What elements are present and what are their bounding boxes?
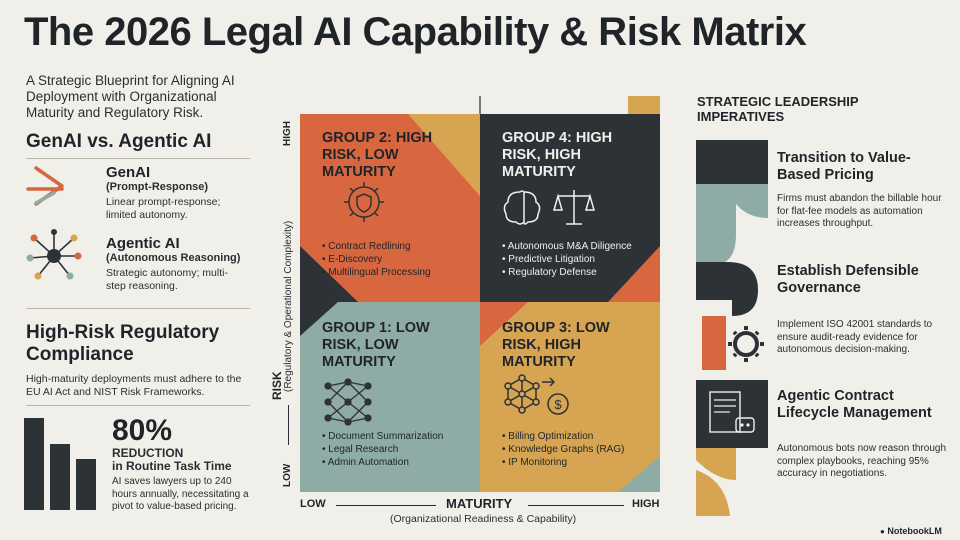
x-axis-line-left: [336, 505, 436, 506]
genai-vs-agentic-title: GenAI vs. Agentic AI: [26, 131, 212, 152]
notebooklm-icon: ●: [880, 527, 885, 536]
graph-dollar-icon: $: [504, 374, 569, 415]
brain-scales-icon: [503, 190, 595, 225]
stat-label: REDUCTION: [112, 446, 184, 460]
stat-description: AI saves lawyers up to 240 hours annuall…: [112, 476, 249, 512]
x-axis-line-right: [528, 505, 624, 506]
y-axis-subtitle: (Regulatory & Operational Complexity): [283, 220, 294, 392]
y-axis-low-label: LOW: [282, 463, 293, 487]
imperative-2-title: Establish Defensible Governance: [777, 263, 919, 296]
stat-bar: [50, 444, 70, 510]
list-item: Legal Research: [322, 443, 472, 456]
x-axis-title: MATURITY: [446, 496, 513, 511]
y-axis-line: [288, 405, 289, 445]
stat-sublabel: in Routine Task Time: [112, 459, 232, 473]
quadrant-g1-title: GROUP 1: LOW RISK, LOW MATURITY: [322, 320, 430, 370]
x-axis-subtitle: (Organizational Readiness & Capability): [390, 513, 577, 525]
agentic-title: Agentic AI: [106, 235, 180, 252]
list-item: IP Monitoring: [502, 456, 652, 469]
neural-network-icon: [324, 378, 372, 426]
stat-bar: [24, 418, 44, 510]
stat-value: 80%: [112, 414, 173, 447]
quadrant-g1-accent: [300, 302, 338, 336]
list-item: Predictive Litigation: [502, 253, 652, 266]
quadrant-g2-title: GROUP 2: HIGH RISK, LOW MATURITY: [322, 130, 433, 180]
list-item: Document Summarization: [322, 430, 472, 443]
shield-circuit-icon: [344, 182, 384, 222]
page-title: The 2026 Legal AI Capability & Risk Matr…: [24, 10, 807, 54]
imperative-3-desc: Autonomous bots now reason through compl…: [777, 443, 946, 479]
compliance-title: High-Risk Regulatory Compliance: [26, 322, 220, 365]
list-item: Regulatory Defense: [502, 266, 652, 279]
page-subtitle: A Strategic Blueprint for Aligning AI De…: [26, 73, 235, 120]
divider: [26, 405, 250, 406]
imperatives-decor: [696, 140, 768, 516]
x-axis-high-label: HIGH: [632, 498, 660, 510]
leadership-title: STRATEGIC LEADERSHIP IMPERATIVES: [697, 94, 859, 124]
list-item: Multilingual Processing: [322, 266, 472, 279]
list-item: Knowledge Graphs (RAG): [502, 443, 652, 456]
stat-bar: [76, 459, 96, 510]
divider: [26, 308, 250, 309]
y-axis-title: RISK: [270, 371, 284, 400]
agentic-description: Strategic autonomy; multi-step reasoning…: [106, 267, 228, 292]
imperative-3-title: Agentic Contract Lifecycle Management: [777, 388, 932, 421]
quadrant-g3-title: GROUP 3: LOW RISK, HIGH MATURITY: [502, 320, 610, 370]
list-item: Contract Redlining: [322, 240, 472, 253]
agent-network-icon: [26, 229, 82, 280]
genai-subtitle: (Prompt-Response): [106, 181, 209, 193]
imperative-1-desc: Firms must abandon the billable hour for…: [777, 193, 942, 229]
arrow-chevron-icon: [26, 166, 64, 206]
x-axis-low-label: LOW: [300, 498, 326, 510]
imperative-1-title: Transition to Value-Based Pricing: [777, 150, 911, 183]
quadrant-g3-list: Billing Optimization Knowledge Graphs (R…: [502, 430, 652, 469]
genai-description: Linear prompt-response; limited autonomy…: [106, 196, 221, 221]
genai-title: GenAI: [106, 164, 151, 181]
list-item: Autonomous M&A Diligence: [502, 240, 652, 253]
quadrant-g2-accent: [408, 114, 480, 196]
divider: [26, 158, 250, 159]
quadrant-g4-title: GROUP 4: HIGH RISK, HIGH MATURITY: [502, 130, 613, 180]
quadrant-g3-accent: [480, 302, 528, 346]
list-item: Admin Automation: [322, 456, 472, 469]
watermark: ● NotebookLM: [880, 526, 942, 536]
quadrant-g2-list: Contract Redlining E-Discovery Multiling…: [322, 240, 472, 279]
quadrant-g1-list: Document Summarization Legal Research Ad…: [322, 430, 472, 469]
quadrant-g4-accent: [628, 96, 660, 114]
list-item: E-Discovery: [322, 253, 472, 266]
quadrant-g4-list: Autonomous M&A Diligence Predictive Liti…: [502, 240, 652, 279]
imperative-2-desc: Implement ISO 42001 standards to ensure …: [777, 319, 933, 355]
compliance-description: High-maturity deployments must adhere to…: [26, 373, 242, 398]
svg-text:$: $: [554, 397, 562, 412]
agentic-subtitle: (Autonomous Reasoning): [106, 252, 241, 264]
list-item: Billing Optimization: [502, 430, 652, 443]
reduction-bar-chart: [24, 418, 96, 510]
